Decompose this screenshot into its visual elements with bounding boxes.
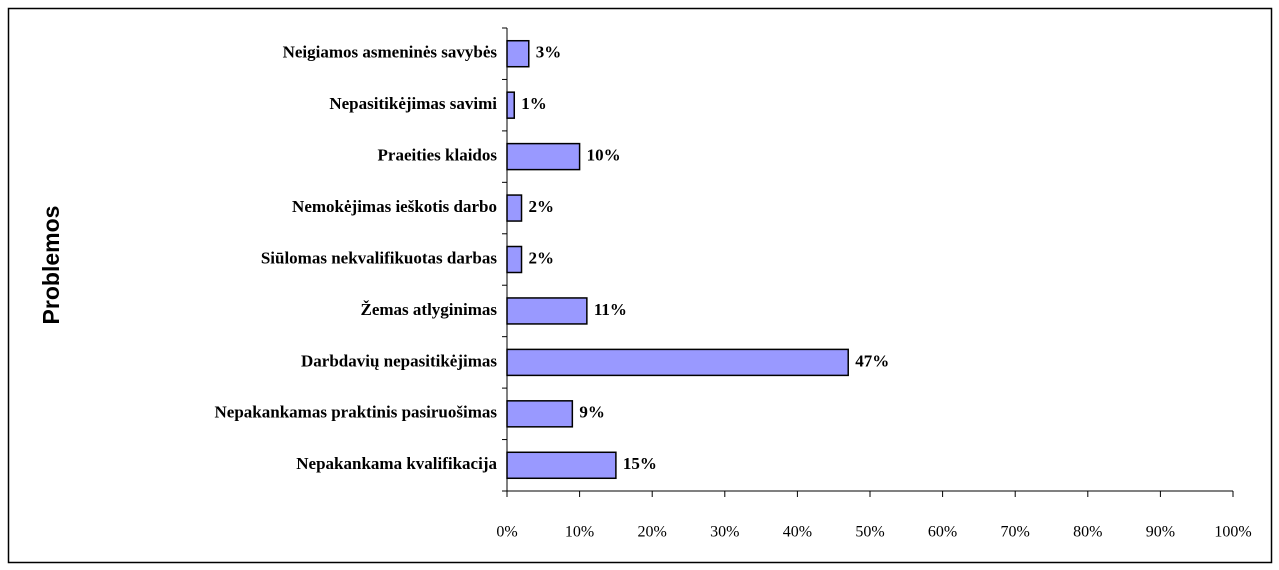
y-axis-label: Problemos xyxy=(38,206,64,325)
bar xyxy=(506,348,849,377)
y-tick-label: Nepakankamas praktinis pasiruošimas xyxy=(215,403,498,422)
value-label: 2% xyxy=(529,197,555,216)
value-label: 3% xyxy=(536,43,562,62)
value-label: 15% xyxy=(623,454,657,473)
y-tick-label: Praeities klaidos xyxy=(378,146,498,165)
x-tick-label: 80% xyxy=(1073,524,1102,541)
chart-frame xyxy=(7,7,1273,564)
y-tick-label: Nemokėjimas ieškotis darbo xyxy=(292,197,497,216)
value-label: 11% xyxy=(594,300,627,319)
y-tick-label: Darbdavių nepasitikėjimas xyxy=(301,351,497,370)
x-tick-label: 90% xyxy=(1146,524,1175,541)
y-tick-label: Siūlomas nekvalifikuotas darbas xyxy=(261,248,498,267)
y-tick-label: Neigiamos asmeninės savybės xyxy=(283,43,498,62)
value-label: 1% xyxy=(521,94,547,113)
bar xyxy=(506,91,516,119)
value-label: 47% xyxy=(855,351,889,370)
y-tick-label: Žemas atlyginimas xyxy=(361,300,498,319)
bar xyxy=(506,194,523,222)
x-tick-label: 100% xyxy=(1214,524,1251,541)
bar xyxy=(506,297,588,325)
x-tick-label: 50% xyxy=(855,524,884,541)
y-tick-label: Nepasitikėjimas savimi xyxy=(329,94,497,113)
x-tick-label: 0% xyxy=(496,524,517,541)
bar xyxy=(506,245,523,274)
x-tick-label: 20% xyxy=(638,524,667,541)
x-tick-label: 60% xyxy=(928,524,957,541)
x-tick-label: 30% xyxy=(710,524,739,541)
x-tick-label: 40% xyxy=(783,524,812,541)
value-label: 2% xyxy=(529,248,555,267)
value-label: 10% xyxy=(587,146,621,165)
bar xyxy=(506,400,574,428)
bar xyxy=(506,39,530,68)
x-tick-label: 10% xyxy=(565,524,594,541)
value-label: 9% xyxy=(579,403,605,422)
y-tick-label: Nepakankama kvalifikacija xyxy=(296,454,497,473)
x-tick-label: 70% xyxy=(1001,524,1030,541)
bar xyxy=(506,451,617,480)
bar xyxy=(506,142,581,171)
